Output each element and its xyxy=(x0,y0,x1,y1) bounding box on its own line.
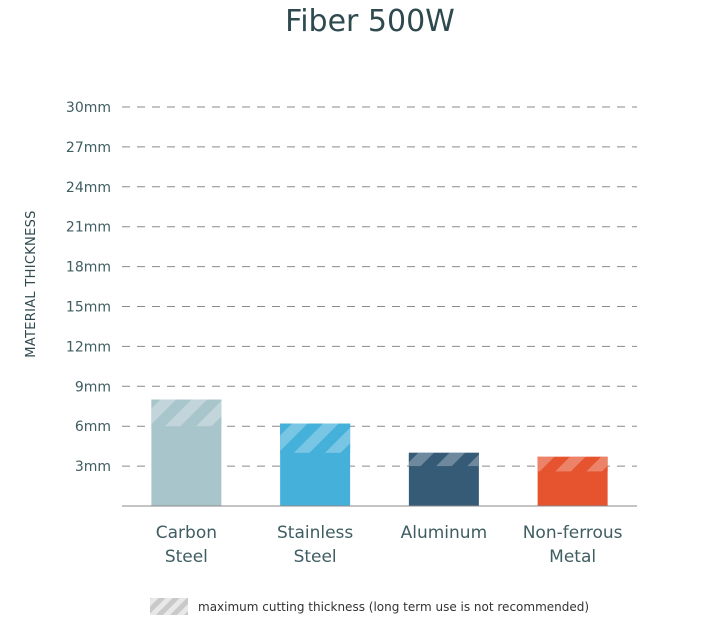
bar-max-stripes xyxy=(408,452,479,467)
bar-group xyxy=(537,456,608,506)
y-tick-label: 24mm xyxy=(66,180,111,196)
y-tick-labels: 3mm 6mm 9mm 12mm 15mm 18mm 21mm 24mm 27mm 30mm xyxy=(66,100,111,475)
bar-group xyxy=(408,452,479,506)
y-tick-label: 9mm xyxy=(75,379,111,395)
legend-label: maximum cutting thickness (long term use… xyxy=(198,600,589,614)
x-tick-label: Steel xyxy=(165,547,208,567)
x-tick-label: Metal xyxy=(549,547,596,567)
y-tick-label: 6mm xyxy=(75,419,111,435)
chart-title: Fiber 500W xyxy=(285,4,455,39)
gridlines xyxy=(122,106,637,467)
y-tick-label: 3mm xyxy=(75,459,111,475)
y-tick-label: 21mm xyxy=(66,220,111,236)
y-axis-label: MATERIAL THICKNESS xyxy=(24,210,39,357)
bar-max-stripes xyxy=(280,423,351,453)
legend: maximum cutting thickness (long term use… xyxy=(150,598,589,615)
x-tick-label: Non-ferrous xyxy=(523,523,623,543)
x-tick-labels: Carbon Steel Stainless Steel Aluminum Non-fer… xyxy=(156,523,623,567)
bar-max-stripes xyxy=(537,456,608,472)
y-tick-label: 30mm xyxy=(66,100,111,116)
y-tick-label: 15mm xyxy=(66,300,111,316)
y-tick-label: 27mm xyxy=(66,140,111,156)
bars xyxy=(151,399,608,506)
x-tick-label: Steel xyxy=(294,547,337,567)
legend-swatch xyxy=(150,598,188,615)
y-tick-label: 18mm xyxy=(66,260,111,276)
y-tick-label: 12mm xyxy=(66,339,111,355)
bar-max-stripes xyxy=(151,399,222,427)
bar-group xyxy=(151,399,222,506)
x-tick-label: Carbon xyxy=(156,523,217,543)
x-tick-label: Aluminum xyxy=(401,523,488,543)
bar-group xyxy=(280,423,351,506)
x-tick-label: Stainless xyxy=(277,523,353,543)
